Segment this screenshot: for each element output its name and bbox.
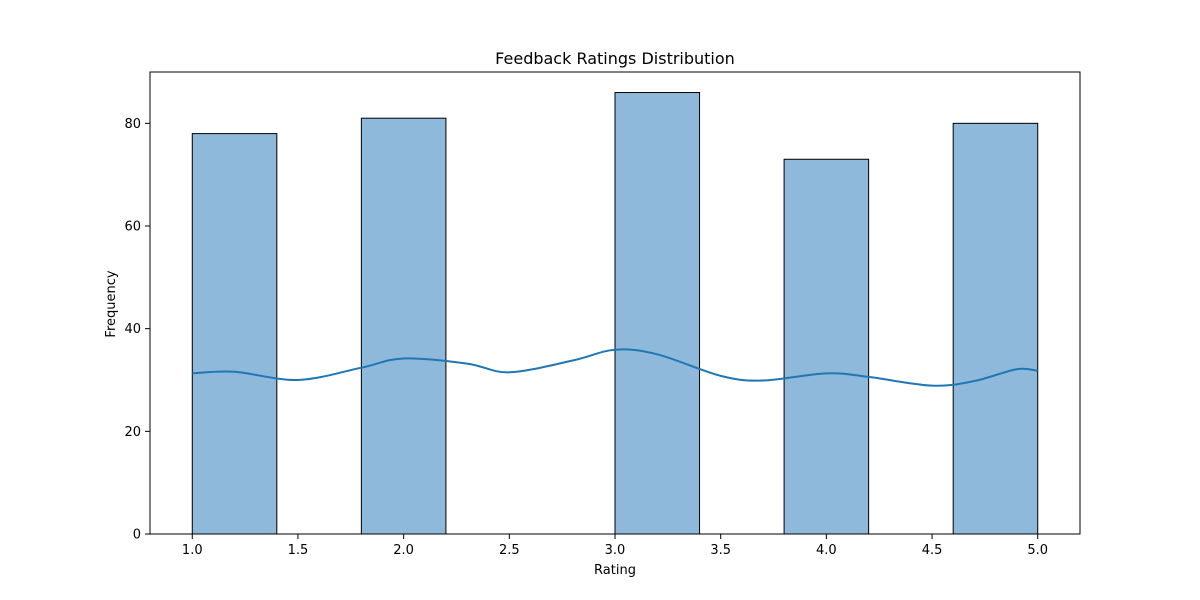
y-axis-label: Frequency — [104, 270, 119, 337]
y-axis: 0 20 40 60 80 — [124, 117, 150, 543]
x-tick-label: 3.5 — [710, 543, 731, 558]
histogram-bar — [952, 122, 1039, 535]
x-tick-label: 1.5 — [288, 543, 309, 558]
histogram-bar — [360, 117, 447, 535]
x-tick-label: 3.0 — [605, 543, 626, 558]
x-tick-label: 5.0 — [1027, 543, 1048, 558]
y-tick-label: 60 — [124, 220, 141, 235]
kde-line — [192, 348, 1038, 387]
x-tick-label: 4.5 — [922, 543, 943, 558]
y-tick-label: 0 — [133, 528, 141, 543]
x-axis-label: Rating — [594, 563, 636, 578]
histogram-bar — [783, 158, 870, 535]
chart-title: Feedback Ratings Distribution — [495, 49, 735, 68]
y-tick-label: 80 — [124, 117, 141, 132]
histogram-bar — [191, 133, 278, 535]
x-tick-label: 2.5 — [499, 543, 520, 558]
x-tick-label: 4.0 — [816, 543, 837, 558]
x-tick-label: 2.0 — [393, 543, 414, 558]
y-tick-label: 20 — [124, 425, 141, 440]
x-tick-label: 1.0 — [182, 543, 203, 558]
histogram-bar — [614, 92, 701, 535]
y-tick-label: 40 — [124, 322, 141, 337]
bars-group — [191, 92, 1039, 535]
x-axis: 1.0 1.5 2.0 2.5 3.0 3.5 4.0 4.5 5.0 — [182, 534, 1048, 558]
